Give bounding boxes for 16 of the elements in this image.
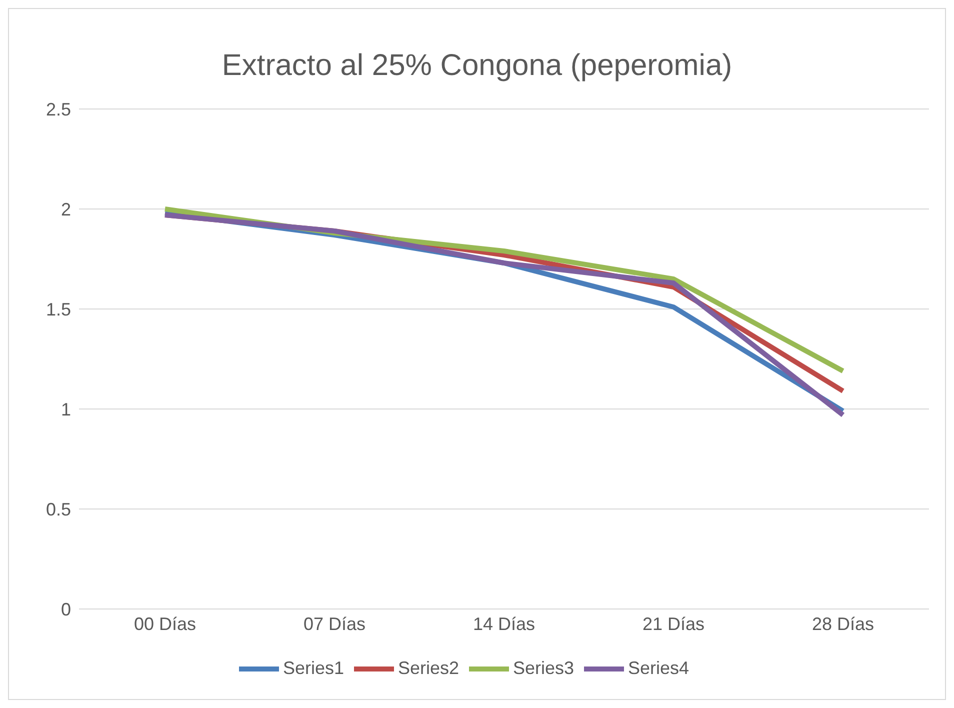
x-tick-label: 14 Días <box>472 614 536 634</box>
y-tick-label: 2.5 <box>46 99 71 120</box>
legend-label: Series2 <box>398 658 459 678</box>
x-tick-label: 00 Días <box>134 614 196 634</box>
x-tick-label: 21 Días <box>642 614 705 634</box>
y-tick-label: 0 <box>60 599 71 620</box>
y-tick-label: 0.5 <box>46 499 71 520</box>
chart-title: Extracto al 25% Congona (peperomia) <box>220 48 734 84</box>
y-tick-label: 2 <box>60 199 71 220</box>
legend-label: Series1 <box>282 658 344 678</box>
y-tick-label: 1 <box>60 399 71 420</box>
legend-label: Series4 <box>628 658 690 678</box>
legend-label: Series3 <box>513 658 574 678</box>
x-tick-label: 07 Días <box>303 614 366 634</box>
y-tick-label: 1.5 <box>46 299 71 320</box>
x-tick-label: 28 Días <box>812 614 874 634</box>
